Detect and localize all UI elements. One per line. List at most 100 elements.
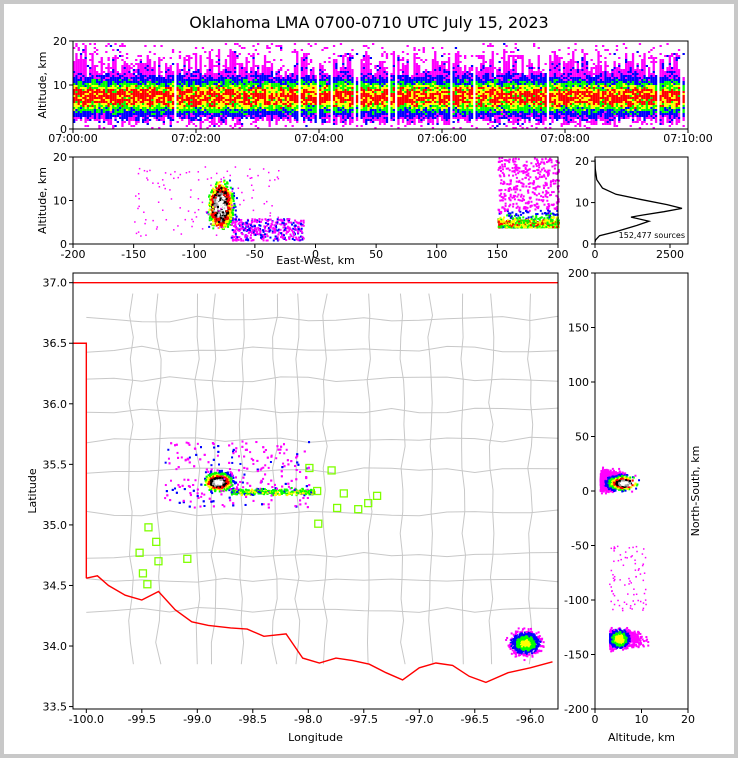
density-cell <box>475 87 478 89</box>
density-cell <box>240 87 244 89</box>
density-cell <box>217 119 221 121</box>
density-cell <box>362 119 366 121</box>
density-cell <box>422 83 425 85</box>
density-cell <box>192 109 195 111</box>
density-cell <box>167 69 170 71</box>
density-cell <box>293 105 297 107</box>
density-cell <box>339 85 343 87</box>
density-cell <box>424 117 428 119</box>
density-cell <box>349 77 352 79</box>
density-cell <box>109 77 113 79</box>
density-cell <box>132 105 136 107</box>
density-cell <box>286 83 290 85</box>
density-cell <box>176 103 179 105</box>
density-cell <box>263 65 267 67</box>
density-cell <box>114 65 117 67</box>
density-cell <box>204 87 207 89</box>
density-cell <box>475 77 478 79</box>
density-cell <box>121 59 124 61</box>
density-cell <box>194 61 198 63</box>
density-cell <box>139 75 142 77</box>
density-cell <box>185 107 188 109</box>
density-cell <box>335 89 338 91</box>
density-cell <box>144 109 147 111</box>
density-cell <box>374 115 377 117</box>
density-cell <box>84 101 87 103</box>
density-cell <box>112 125 115 127</box>
density-cell <box>296 97 299 99</box>
density-cell <box>434 115 437 117</box>
density-cell <box>374 77 377 79</box>
density-cell <box>404 115 407 117</box>
density-cell <box>415 101 418 103</box>
density-cell <box>307 53 310 55</box>
density-cell <box>171 83 175 85</box>
density-cell <box>275 111 278 113</box>
density-cell <box>194 47 198 49</box>
county-line <box>321 293 328 665</box>
density-cell <box>146 111 149 113</box>
density-cell <box>153 111 156 113</box>
density-cell <box>461 115 464 117</box>
density-cell <box>342 57 345 59</box>
density-cell <box>305 79 308 81</box>
density-cell <box>243 111 246 113</box>
density-cell <box>337 103 340 105</box>
density-cell <box>397 111 400 113</box>
density-cell <box>464 105 467 107</box>
density-cell <box>148 63 152 65</box>
density-cell <box>98 109 101 111</box>
density-cell <box>144 71 147 73</box>
density-cell <box>259 105 262 107</box>
density-cell <box>250 123 253 125</box>
density-cell <box>142 65 145 67</box>
density-cell <box>282 77 285 79</box>
density-cell <box>107 121 110 123</box>
density-cell <box>254 109 257 111</box>
density-cell <box>86 81 90 83</box>
density-cell <box>305 59 308 61</box>
density-cell <box>208 101 211 103</box>
density-cell <box>185 75 188 77</box>
density-cell <box>466 89 469 91</box>
density-cell <box>160 113 163 115</box>
density-cell <box>459 77 462 79</box>
density-cell <box>445 75 448 77</box>
density-cell <box>332 89 336 91</box>
density-cell <box>369 103 372 105</box>
density-cell <box>266 93 269 95</box>
density-cell <box>424 69 428 71</box>
density-cell <box>98 103 101 105</box>
density-cell <box>441 81 444 83</box>
density-cell <box>146 93 149 95</box>
density-cell <box>165 87 168 89</box>
density-cell <box>98 73 101 75</box>
density-cell <box>130 107 133 109</box>
density-cell <box>139 103 142 105</box>
density-cell <box>250 87 253 89</box>
density-cell <box>215 79 218 81</box>
density-cell <box>349 71 352 73</box>
density-cell <box>259 99 262 101</box>
density-cell <box>176 113 179 115</box>
density-cell <box>116 111 119 113</box>
density-cell <box>349 53 352 55</box>
density-cell <box>254 119 257 121</box>
density-cell <box>146 91 149 93</box>
density-cell <box>125 77 129 79</box>
density-cell <box>270 91 274 93</box>
density-cell <box>125 57 129 59</box>
density-cell <box>238 121 241 123</box>
density-cell <box>254 49 257 51</box>
density-cell <box>146 85 149 87</box>
density-cell <box>84 103 87 105</box>
density-cell <box>217 49 221 51</box>
density-cell <box>427 101 430 103</box>
density-cell <box>153 99 156 101</box>
density-cell <box>408 97 412 99</box>
density-cell <box>296 53 299 55</box>
density-cell <box>201 99 205 101</box>
density-cell <box>109 111 113 113</box>
density-cell <box>332 73 336 75</box>
density-cell <box>153 85 156 87</box>
